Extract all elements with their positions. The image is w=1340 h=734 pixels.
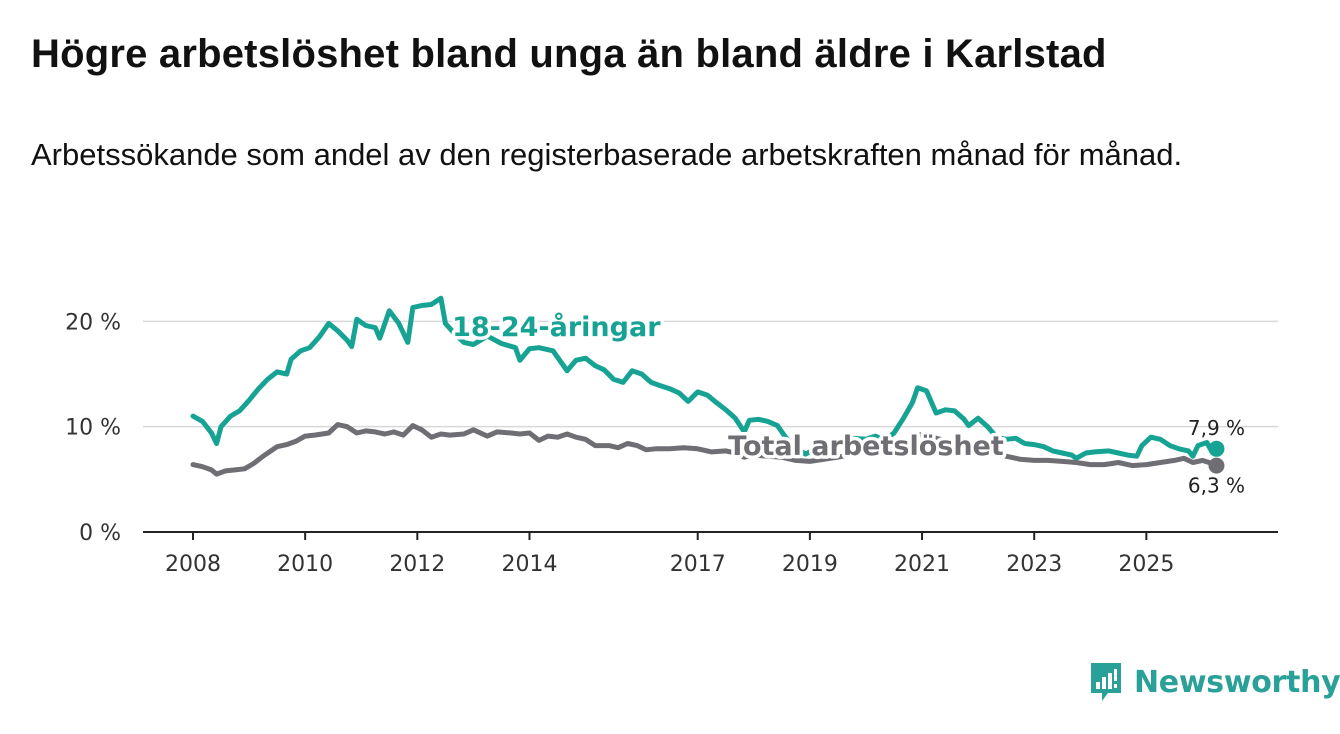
series-name-label: 18-24-åringar	[452, 311, 661, 343]
x-tick-label: 2023	[1006, 552, 1062, 577]
series-end-dot	[1208, 440, 1225, 457]
series-end-dot	[1208, 457, 1225, 474]
chart-subtitle: Arbetssökande som andel av den registerb…	[31, 137, 1183, 172]
y-tick-label: 0 %	[79, 521, 121, 546]
y-tick-label: 10 %	[65, 416, 121, 441]
end-value-label: 6,3 %	[1188, 474, 1245, 498]
series-group: 7,9 % 6,3 %	[190, 295, 1245, 498]
bar-chart-logo-icon	[1091, 663, 1121, 701]
newsworthy-logo: Newsworthy	[1088, 660, 1340, 704]
y-axis: 0 % 10 % 20 %	[65, 310, 121, 546]
annotations: 18-24-åringar Total arbetslöshet	[449, 308, 1008, 466]
x-tick-label: 2008	[165, 552, 221, 577]
x-tick-label: 2025	[1118, 552, 1174, 577]
x-tick-label: 2017	[670, 552, 726, 577]
series-line	[190, 295, 1219, 461]
page-title: Högre arbetslöshet bland unga än bland ä…	[31, 32, 1107, 76]
series-line	[190, 422, 1219, 477]
y-tick-label: 20 %	[65, 310, 121, 335]
grid-lines	[143, 320, 1278, 428]
x-tick-label: 2021	[894, 552, 950, 577]
line-chart: 0 % 10 % 20 % 7,9 % 6,3 % 18-24-åringar Tota…	[65, 295, 1278, 577]
x-axis: 2008 2010 2012 2014 2017 2019 2021 2023 2025	[143, 531, 1278, 577]
x-tick-label: 2012	[389, 552, 445, 577]
end-value-label: 7,9 %	[1188, 416, 1245, 440]
x-tick-label: 2019	[782, 552, 838, 577]
brand-name: Newsworthy	[1134, 664, 1340, 700]
x-tick-label: 2010	[277, 552, 333, 577]
series-name-label: Total arbetslöshet	[728, 431, 1004, 462]
x-tick-label: 2014	[501, 552, 557, 577]
